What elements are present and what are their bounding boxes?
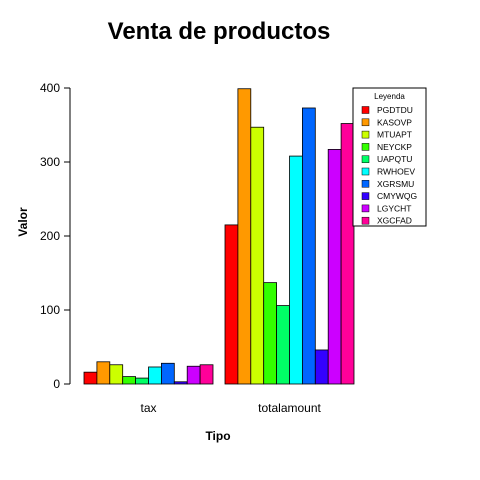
legend-label: MTUAPT: [377, 130, 412, 140]
legend-swatch: [361, 180, 370, 188]
bar-xgcfad-tax: [199, 364, 214, 385]
x-axis: tax totalamount: [140, 401, 321, 415]
legend-swatch: [361, 118, 370, 127]
x-category-label: totalamount: [258, 401, 321, 415]
bar-rwhoev-totalamount: [289, 155, 303, 385]
legend-swatch: [361, 130, 370, 139]
bar-pgdtdu-tax: [83, 371, 98, 385]
bar-kasovp-totalamount: [237, 88, 252, 385]
bar-neyckp-totalamount: [263, 282, 278, 385]
legend-label: UAPQTU: [377, 154, 412, 164]
legend-swatch: [361, 106, 370, 114]
x-axis-title: Tipo: [205, 429, 230, 443]
bar-lgycht-tax: [186, 365, 201, 385]
legend-items: PGDTDU KASOVP MTUAPT NEYCKP UAPQTU RWHOEV XGRS…: [361, 105, 417, 226]
legend-label: PGDTDU: [377, 105, 413, 115]
y-axis: 0 100 200 300 400: [40, 81, 71, 391]
legend-label: LGYCHT: [377, 203, 411, 213]
bar-xgrsmu-totalamount: [301, 107, 316, 385]
legend-label: XGCFAD: [377, 216, 412, 226]
bar-neyckp-tax: [122, 376, 136, 385]
x-category-label: tax: [140, 401, 156, 415]
legend-title: Leyenda: [374, 92, 405, 101]
legend-label: KASOVP: [377, 117, 412, 127]
bars-group: [83, 88, 355, 385]
bar-pgdtdu-totalamount: [224, 224, 239, 385]
y-axis-title: Valor: [16, 207, 30, 237]
bar-uapqtu-tax: [135, 377, 149, 385]
legend-label: XGRSMU: [377, 179, 414, 189]
y-tick-label: 200: [40, 229, 60, 243]
y-tick-label: 400: [40, 81, 60, 95]
legend-swatch: [361, 192, 370, 200]
legend-swatch: [361, 216, 370, 225]
y-tick-label: 0: [53, 377, 60, 391]
legend-label: CMYWQG: [377, 191, 417, 201]
bar-xgrsmu-tax: [160, 362, 175, 385]
bar-rwhoev-tax: [148, 366, 162, 385]
bar-cmywqg-totalamount: [314, 349, 329, 385]
legend-swatch: [361, 155, 370, 163]
legend: Leyenda PGDTDU KASOVP MTUAPT NEYCKP UAPQTU RW…: [352, 87, 427, 227]
legend-swatch: [361, 204, 370, 213]
legend-label: RWHOEV: [377, 167, 415, 177]
y-tick-label: 300: [40, 155, 60, 169]
bar-mtuapt-totalamount: [250, 126, 265, 385]
legend-swatch: [361, 167, 370, 176]
bar-lgycht-totalamount: [327, 149, 342, 385]
legend-swatch: [361, 143, 370, 151]
bar-xgcfad-totalamount: [340, 123, 355, 385]
legend-label: NEYCKP: [377, 142, 412, 152]
bar-cmywqg-tax: [173, 381, 188, 385]
y-tick-label: 100: [40, 303, 60, 317]
bar-mtuapt-tax: [109, 364, 124, 385]
bar-uapqtu-totalamount: [276, 305, 290, 385]
bar-kasovp-tax: [96, 361, 111, 385]
chart-title: Venta de productos: [108, 18, 331, 45]
